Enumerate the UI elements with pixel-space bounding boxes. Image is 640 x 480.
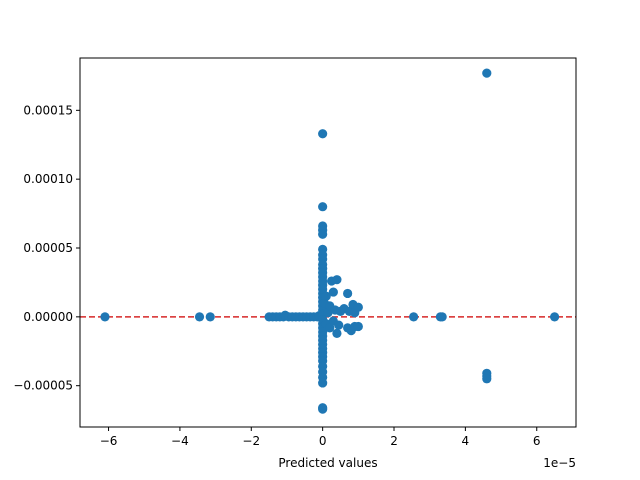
y-tick-label: 0.00010 [23, 172, 73, 186]
y-tick-label: 0.00000 [23, 310, 73, 324]
data-point [550, 312, 559, 321]
x-axis-label: Predicted values [278, 456, 377, 470]
x-tick-label: 6 [533, 434, 541, 448]
x-tick-label: 4 [462, 434, 470, 448]
y-tick-label: −0.00005 [13, 379, 73, 393]
data-point [332, 329, 341, 338]
x-tick-label: 0 [319, 434, 327, 448]
data-point [329, 287, 338, 296]
x-tick-label: 2 [390, 434, 398, 448]
data-point [482, 374, 491, 383]
data-point [438, 312, 447, 321]
data-point [354, 322, 363, 331]
data-point [318, 378, 327, 387]
x-axis-offset-label: 1e−5 [543, 456, 576, 470]
data-point [100, 312, 109, 321]
data-point [318, 129, 327, 138]
data-point [318, 202, 327, 211]
data-point [343, 289, 352, 298]
data-point [318, 405, 327, 414]
data-point [206, 312, 215, 321]
data-point [482, 69, 491, 78]
data-point [354, 303, 363, 312]
data-point [318, 230, 327, 239]
y-tick-label: 0.00015 [23, 103, 73, 117]
x-tick-label: −2 [242, 434, 260, 448]
data-point [195, 312, 204, 321]
x-tick-label: −6 [100, 434, 118, 448]
y-tick-label: 0.00005 [23, 241, 73, 255]
data-point [332, 275, 341, 284]
data-point [334, 321, 343, 330]
data-point [409, 312, 418, 321]
x-tick-label: −4 [171, 434, 189, 448]
